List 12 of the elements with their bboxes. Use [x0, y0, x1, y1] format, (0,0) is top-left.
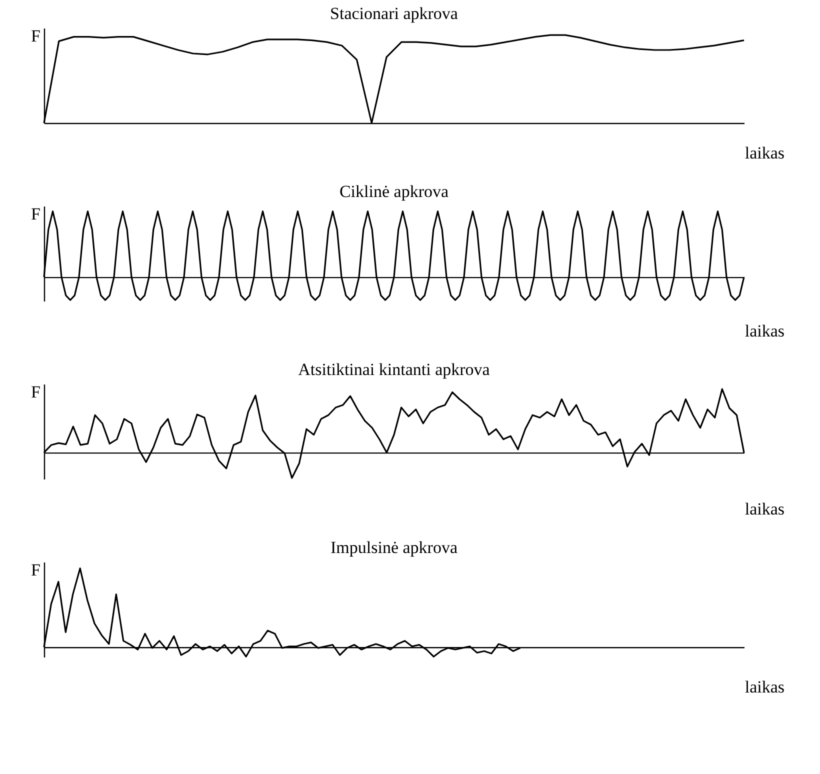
y-axis-title: F — [31, 26, 40, 46]
chart-title: Impulsinė apkrova — [330, 538, 458, 557]
x-axis-title: laikas — [744, 678, 784, 696]
x-axis-title: laikas — [744, 500, 784, 518]
chart-title: Stacionari apkrova — [330, 4, 458, 23]
chart-title: Atsitiktinai kintanti apkrova — [298, 360, 490, 379]
y-axis-title: F — [31, 204, 40, 224]
x-axis-title: laikas — [744, 322, 784, 340]
chart-title: Ciklinė apkrova — [339, 182, 449, 201]
x-axis-title: laikas — [744, 144, 784, 162]
y-axis-title: F — [31, 382, 40, 402]
y-axis-title: F — [31, 560, 40, 580]
